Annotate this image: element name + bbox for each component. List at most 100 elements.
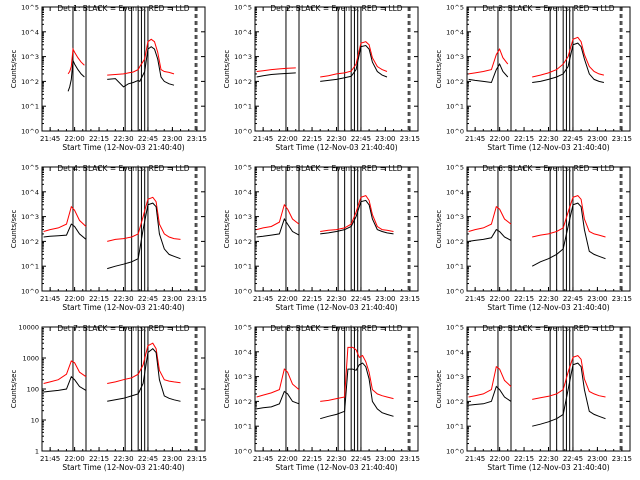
x-axis-label: Start Time (12-Nov-03 21:40:40) (62, 463, 184, 472)
x-axis-label: Start Time (12-Nov-03 21:40:40) (275, 143, 397, 152)
y-tick-label: 10^5 (446, 324, 464, 332)
x-tick-label: 21:45 (465, 455, 485, 463)
y-tick-label: 10^2 (446, 238, 464, 246)
y-tick-label: 10^0 (446, 128, 464, 136)
y-tick-label: 10^5 (446, 4, 464, 12)
lld-series-line (107, 38, 175, 76)
x-tick-label: 22:30 (538, 135, 558, 143)
x-tick-label: 23:15 (400, 455, 420, 463)
y-tick-label: 10^1 (234, 263, 252, 271)
events-series-line (468, 228, 512, 242)
x-axis-label: Start Time (12-Nov-03 21:40:40) (62, 143, 184, 152)
events-series-line (256, 217, 300, 238)
x-tick-label: 22:30 (326, 455, 346, 463)
y-tick-label: 10^4 (21, 188, 39, 196)
x-tick-label: 23:00 (587, 135, 607, 143)
events-series-line (43, 223, 87, 240)
y-tick-label: 10^2 (446, 78, 464, 86)
x-tick-label: 22:30 (113, 295, 133, 303)
x-tick-label: 22:45 (563, 295, 583, 303)
y-tick-label: 10^0 (234, 448, 252, 456)
x-tick-label: 23:00 (375, 455, 395, 463)
y-axis-label: Counts/sec (223, 50, 231, 89)
x-tick-label: 22:15 (89, 135, 109, 143)
y-tick-label: 10^3 (234, 213, 252, 221)
y-tick-label: 10^3 (446, 53, 464, 61)
y-tick-label: 10^4 (21, 28, 39, 36)
y-tick-label: 10^0 (21, 288, 39, 296)
y-axis-label: Counts/sec (10, 210, 18, 249)
y-tick-label: 10^5 (21, 4, 39, 12)
y-axis-label: Counts/sec (10, 370, 18, 409)
y-tick-label: 10^5 (234, 324, 252, 332)
y-axis-label: Counts/sec (223, 210, 231, 249)
x-tick-label: 22:30 (538, 295, 558, 303)
y-tick-label: 10^0 (21, 128, 39, 136)
x-tick-label: 23:15 (400, 135, 420, 143)
x-tick-label: 21:45 (40, 455, 60, 463)
y-tick-label: 10 (31, 417, 39, 425)
y-tick-label: 10^4 (446, 188, 464, 196)
events-series-line (43, 375, 87, 393)
x-tick-label: 21:45 (465, 295, 485, 303)
y-tick-label: 10^2 (234, 78, 252, 86)
events-series-line (320, 362, 394, 420)
x-tick-label: 22:00 (65, 135, 85, 143)
lld-series-line (468, 47, 509, 75)
events-series-line (256, 390, 300, 410)
x-tick-label: 22:00 (278, 455, 298, 463)
plot-frame (466, 166, 631, 292)
lld-series-line (468, 205, 512, 232)
y-tick-label: 10^3 (446, 373, 464, 381)
y-tick-label: 1000 (22, 355, 39, 363)
events-series-line (532, 42, 605, 83)
x-tick-label: 23:00 (375, 295, 395, 303)
y-tick-label: 100 (27, 386, 39, 394)
x-tick-label: 22:15 (89, 455, 109, 463)
y-tick-label: 10^4 (446, 28, 464, 36)
lld-series-line (256, 203, 300, 231)
y-tick-label: 10^5 (21, 164, 39, 172)
y-tick-label: 10^4 (446, 348, 464, 356)
x-tick-label: 23:00 (162, 295, 182, 303)
x-tick-label: 22:45 (351, 455, 371, 463)
y-tick-label: 10^1 (446, 263, 464, 271)
y-tick-label: 10^4 (234, 188, 252, 196)
x-tick-label: 22:15 (514, 455, 534, 463)
y-axis-label: Counts/sec (435, 50, 443, 89)
x-tick-label: 22:00 (490, 295, 510, 303)
events-series-line (107, 348, 181, 402)
x-tick-label: 23:15 (187, 295, 207, 303)
x-axis-label: Start Time (12-Nov-03 21:40:40) (487, 463, 609, 472)
y-tick-label: 10^5 (234, 4, 252, 12)
lld-series-line (256, 368, 300, 398)
lld-series-line (67, 47, 85, 75)
lld-series-line (43, 205, 87, 232)
x-tick-label: 22:15 (302, 135, 322, 143)
x-axis-label: Start Time (12-Nov-03 21:40:40) (275, 463, 397, 472)
x-tick-label: 23:15 (612, 135, 632, 143)
x-tick-label: 22:00 (490, 455, 510, 463)
x-tick-label: 23:15 (400, 295, 420, 303)
x-tick-label: 22:45 (138, 295, 158, 303)
events-series-line (468, 385, 512, 406)
lld-series-line (532, 355, 606, 400)
events-series-line (256, 72, 296, 78)
x-tick-label: 21:45 (253, 295, 273, 303)
x-tick-label: 22:15 (514, 135, 534, 143)
lld-series-line (107, 196, 181, 242)
x-tick-label: 21:45 (253, 135, 273, 143)
x-tick-label: 23:00 (162, 455, 182, 463)
y-tick-label: 10^1 (234, 103, 252, 111)
plot-frame (41, 166, 206, 292)
x-tick-label: 21:45 (465, 135, 485, 143)
x-tick-label: 23:00 (587, 455, 607, 463)
y-axis-label: Counts/sec (223, 370, 231, 409)
y-tick-label: 10^1 (234, 423, 252, 431)
